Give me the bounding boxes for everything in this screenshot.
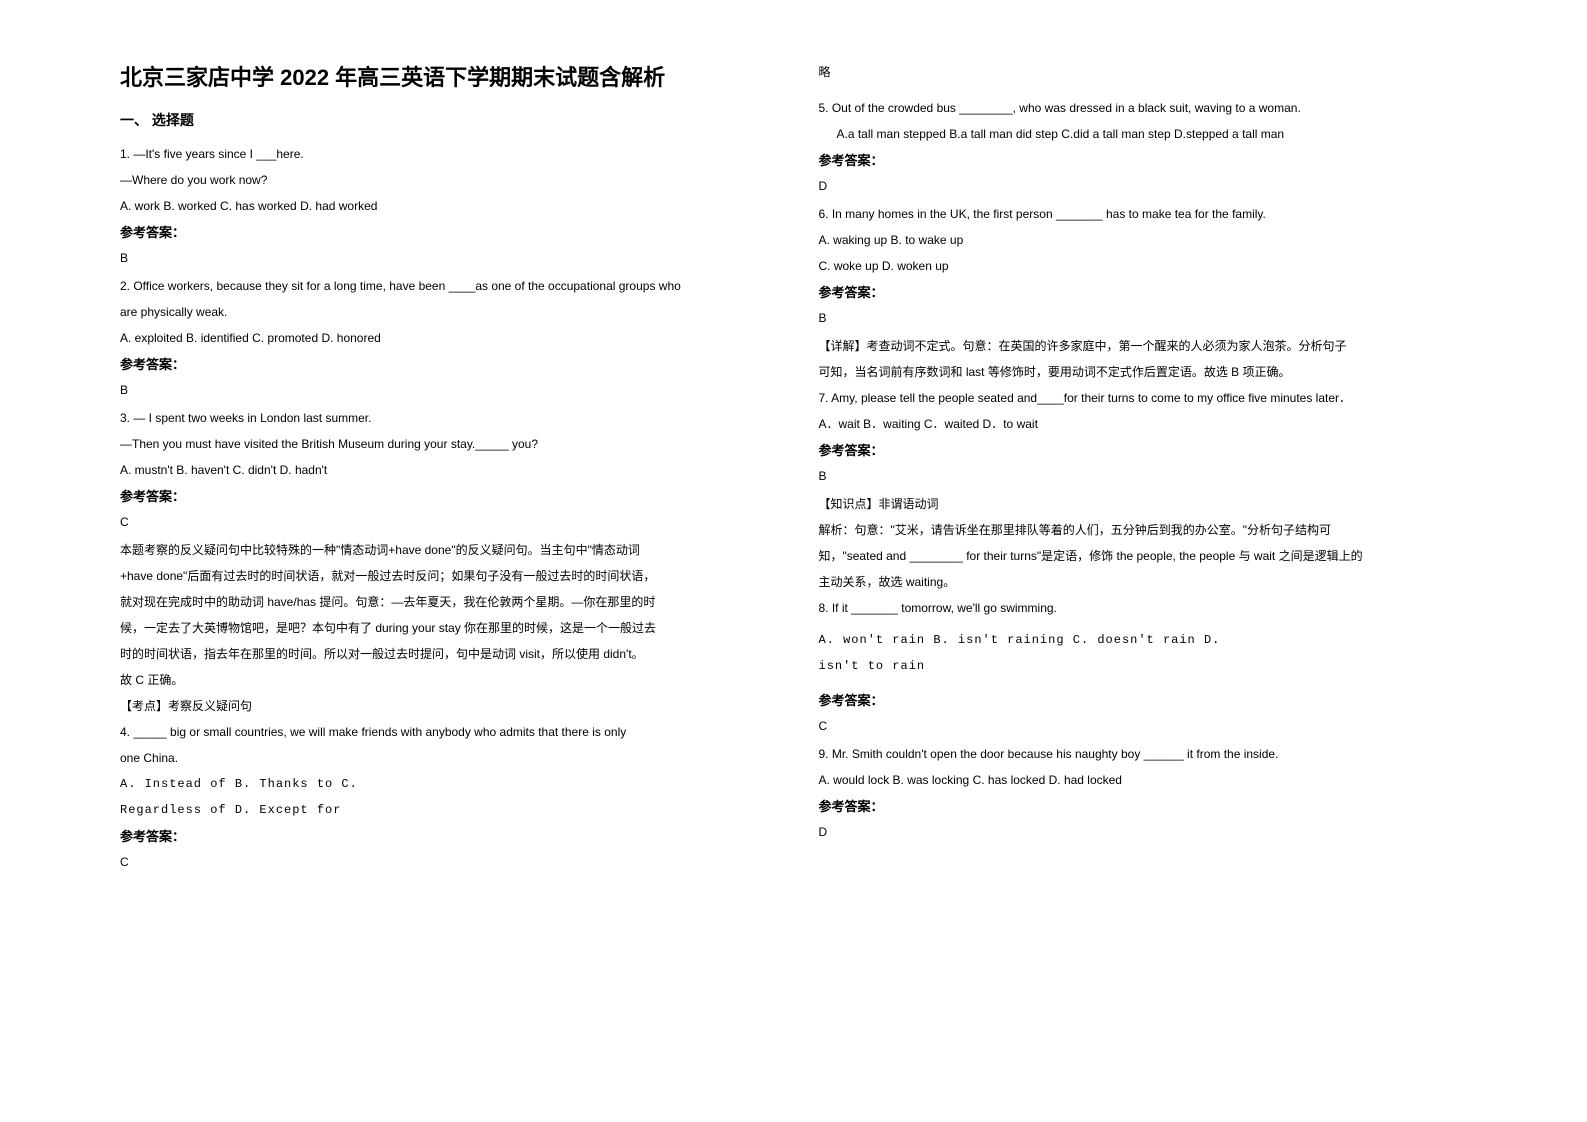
answer-label: 参考答案： bbox=[819, 794, 1478, 820]
q3-explain: 【考点】考察反义疑问句 bbox=[120, 694, 779, 718]
answer-label: 参考答案： bbox=[819, 688, 1478, 714]
q7-options: A．wait B．waiting C．waited D．to wait bbox=[819, 412, 1478, 436]
q7-explain: 解析：句意："艾米，请告诉坐在那里排队等着的人们，五分钟后到我的办公室。"分析句… bbox=[819, 518, 1478, 542]
answer-label: 参考答案： bbox=[819, 148, 1478, 174]
q6-explain: 可知，当名词前有序数词和 last 等修饰时，要用动词不定式作后置定语。故选 B… bbox=[819, 360, 1478, 384]
brief: 略 bbox=[819, 60, 1478, 84]
q1-answer: B bbox=[120, 246, 779, 270]
q9-options: A. would lock B. was locking C. has lock… bbox=[819, 768, 1478, 792]
q8-answer: C bbox=[819, 714, 1478, 738]
q2-answer: B bbox=[120, 378, 779, 402]
answer-label: 参考答案： bbox=[819, 438, 1478, 464]
q5-line: 5. Out of the crowded bus ________, who … bbox=[819, 96, 1478, 120]
q1-options: A. work B. worked C. has worked D. had w… bbox=[120, 194, 779, 218]
spacer bbox=[819, 680, 1478, 688]
q8-options: A. won't rain B. isn't raining C. doesn'… bbox=[819, 628, 1478, 652]
q7-explain: 【知识点】非谓语动词 bbox=[819, 492, 1478, 516]
q4-options: A. Instead of B. Thanks to C. bbox=[120, 772, 779, 796]
q5-options: A.a tall man stepped B.a tall man did st… bbox=[819, 122, 1478, 146]
q3-explain: 本题考察的反义疑问句中比较特殊的一种"情态动词+have done"的反义疑问句… bbox=[120, 538, 779, 562]
left-column: 北京三家店中学 2022 年高三英语下学期期末试题含解析 一、 选择题 1. —… bbox=[100, 60, 799, 1082]
q4-answer: C bbox=[120, 850, 779, 874]
q8-options: isn't to rain bbox=[819, 654, 1478, 678]
q7-explain: 知，"seated and ________ for their turns"是… bbox=[819, 544, 1478, 568]
q1-line: 1. —It's five years since I ___here. bbox=[120, 142, 779, 166]
q7-answer: B bbox=[819, 464, 1478, 488]
q6-answer: B bbox=[819, 306, 1478, 330]
answer-label: 参考答案： bbox=[120, 352, 779, 378]
q4-line: one China. bbox=[120, 746, 779, 770]
q6-explain: 【详解】考查动词不定式。句意：在英国的许多家庭中，第一个醒来的人必须为家人泡茶。… bbox=[819, 334, 1478, 358]
q3-line: —Then you must have visited the British … bbox=[120, 432, 779, 456]
q7-line: 7. Amy, please tell the people seated an… bbox=[819, 386, 1478, 410]
section-heading: 一、 选择题 bbox=[120, 110, 779, 130]
q3-explain: +have done"后面有过去时的时间状语，就对一般过去时反问；如果句子没有一… bbox=[120, 564, 779, 588]
q8-line: 8. If it _______ tomorrow, we'll go swim… bbox=[819, 596, 1478, 620]
q9-answer: D bbox=[819, 820, 1478, 844]
right-column: 略 5. Out of the crowded bus ________, wh… bbox=[799, 60, 1498, 1082]
q4-line: 4. _____ big or small countries, we will… bbox=[120, 720, 779, 744]
q2-line: 2. Office workers, because they sit for … bbox=[120, 274, 779, 298]
answer-label: 参考答案： bbox=[120, 220, 779, 246]
q4-options: Regardless of D. Except for bbox=[120, 798, 779, 822]
q3-explain: 候，一定去了大英博物馆吧，是吧？本句中有了 during your stay 你… bbox=[120, 616, 779, 640]
q3-answer: C bbox=[120, 510, 779, 534]
q2-options: A. exploited B. identified C. promoted D… bbox=[120, 326, 779, 350]
answer-label: 参考答案： bbox=[120, 484, 779, 510]
q9-line: 9. Mr. Smith couldn't open the door beca… bbox=[819, 742, 1478, 766]
q6-options: C. woke up D. woken up bbox=[819, 254, 1478, 278]
q3-options: A. mustn't B. haven't C. didn't D. hadn'… bbox=[120, 458, 779, 482]
answer-label: 参考答案： bbox=[120, 824, 779, 850]
q2-line: are physically weak. bbox=[120, 300, 779, 324]
q5-answer: D bbox=[819, 174, 1478, 198]
q3-explain: 时的时间状语，指去年在那里的时间。所以对一般过去时提问，句中是动词 visit，… bbox=[120, 642, 779, 666]
q6-line: 6. In many homes in the UK, the first pe… bbox=[819, 202, 1478, 226]
q6-options: A. waking up B. to wake up bbox=[819, 228, 1478, 252]
q1-line: —Where do you work now? bbox=[120, 168, 779, 192]
q3-explain: 就对现在完成时中的助动词 have/has 提问。句意：—去年夏天，我在伦敦两个… bbox=[120, 590, 779, 614]
answer-label: 参考答案： bbox=[819, 280, 1478, 306]
q7-explain: 主动关系，故选 waiting。 bbox=[819, 570, 1478, 594]
q3-line: 3. — I spent two weeks in London last su… bbox=[120, 406, 779, 430]
document-title: 北京三家店中学 2022 年高三英语下学期期末试题含解析 bbox=[120, 60, 779, 92]
spacer bbox=[819, 86, 1478, 96]
q3-explain: 故 C 正确。 bbox=[120, 668, 779, 692]
